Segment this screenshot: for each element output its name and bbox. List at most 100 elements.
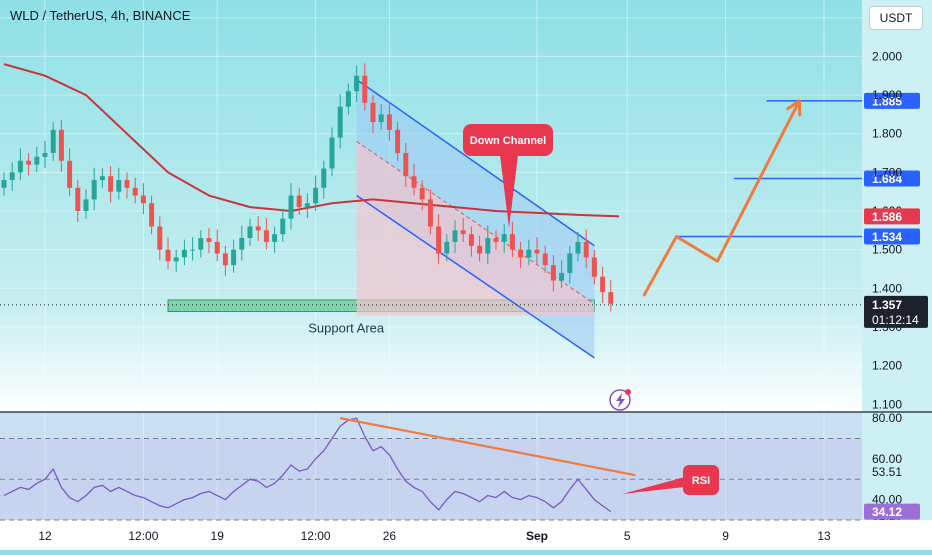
- down-channel-callout: [463, 124, 553, 156]
- candle: [395, 122, 401, 161]
- candle: [419, 180, 425, 211]
- candle-body: [116, 180, 122, 192]
- candle-body: [67, 160, 73, 188]
- candle: [75, 180, 81, 222]
- target-levels: 1.885 1.684 1.534: [0, 92, 920, 306]
- candle-body: [280, 218, 286, 235]
- price-tick-label: 2.000: [872, 49, 902, 63]
- price-tick-label: 1.200: [872, 359, 902, 373]
- candle-body: [591, 257, 597, 277]
- time-tick-label: 13: [817, 529, 831, 543]
- candle-body: [485, 238, 491, 254]
- candle: [165, 237, 171, 269]
- candle: [444, 234, 450, 262]
- candle: [313, 175, 319, 211]
- candle-body: [501, 234, 507, 242]
- candle: [116, 167, 122, 200]
- support-label: Support Area: [308, 321, 385, 336]
- candle-body: [329, 137, 335, 169]
- countdown-label: 01:12:14: [872, 313, 919, 327]
- candle-body: [468, 234, 474, 246]
- candle: [17, 148, 23, 181]
- candle: [124, 172, 130, 199]
- candle-body: [427, 199, 433, 227]
- candle-body: [395, 129, 401, 154]
- candle: [190, 237, 196, 261]
- candle-body: [526, 249, 532, 258]
- candle-body: [75, 187, 81, 211]
- candle: [280, 208, 286, 242]
- candle: [58, 119, 64, 172]
- candle: [157, 216, 163, 261]
- candle: [583, 229, 589, 269]
- level-badge-label: 1.534: [872, 230, 902, 244]
- candle: [140, 183, 146, 215]
- candle-body: [321, 168, 327, 188]
- lightning-icon-bolt: [616, 393, 625, 408]
- down-channel-pointer: [500, 155, 518, 228]
- candle-body: [26, 160, 32, 165]
- candle: [34, 146, 40, 173]
- candle-body: [550, 265, 556, 281]
- candle: [378, 104, 384, 130]
- price-tick-label: 1.700: [872, 165, 902, 179]
- candle: [427, 189, 433, 235]
- candle-body: [42, 153, 48, 157]
- chart-title: WLD / TetherUS, 4h, BINANCE: [10, 8, 191, 23]
- candle-body: [239, 238, 245, 250]
- candle-body: [108, 176, 114, 192]
- candle: [477, 235, 483, 262]
- ma-badge-label: 1.586: [872, 210, 902, 224]
- candle: [272, 226, 278, 253]
- candle: [91, 167, 97, 211]
- candle: [181, 239, 187, 266]
- candle-body: [583, 241, 589, 258]
- candle: [67, 148, 73, 196]
- rsi-divergence-line: [339, 417, 636, 477]
- level-badge: [864, 92, 920, 109]
- candle-body: [140, 195, 146, 204]
- candle-body: [190, 249, 196, 251]
- price-tick-label: 1.800: [872, 127, 902, 141]
- lightning-icon-dot: [625, 389, 631, 395]
- time-axis: 12 12:00 19 12:00 26 Sep 5 9 13: [38, 529, 831, 543]
- candle: [50, 122, 56, 161]
- level-badge-label: 1.684: [872, 172, 902, 186]
- down-channel-label: Down Channel: [470, 135, 546, 147]
- rsi-tick-label: 60.00: [872, 452, 902, 466]
- currency-button[interactable]: USDT: [869, 6, 923, 30]
- rsi-last-label: 34.12: [872, 505, 902, 519]
- time-tick-label: Sep: [526, 529, 548, 543]
- candle: [321, 160, 327, 199]
- candle: [83, 189, 89, 219]
- candle-body: [149, 203, 155, 227]
- annotations: Down Channel RSI: [463, 124, 719, 495]
- candle: [509, 221, 515, 258]
- candle-body: [99, 176, 105, 181]
- candle-body: [9, 172, 15, 181]
- candle: [591, 249, 597, 285]
- candle: [518, 241, 524, 269]
- time-tick-label: 5: [624, 529, 631, 543]
- candle-body: [247, 226, 253, 239]
- price-tick-label: 1.500: [872, 243, 902, 257]
- candle-body: [50, 129, 56, 154]
- candle: [354, 65, 360, 102]
- candle: [304, 193, 310, 218]
- candle-body: [452, 230, 458, 242]
- candle: [559, 260, 565, 289]
- candle-body: [58, 129, 64, 161]
- ma-badge: [864, 208, 920, 225]
- candle-body: [313, 187, 319, 204]
- last-price-badge: [864, 295, 928, 328]
- candle-body: [542, 253, 548, 266]
- candle: [460, 217, 466, 242]
- price-axis-background: [862, 0, 932, 520]
- candle: [436, 214, 442, 265]
- candle: [329, 127, 335, 177]
- price-tick-label: 1.100: [872, 397, 902, 411]
- candle-body: [370, 102, 376, 123]
- candle: [403, 142, 409, 188]
